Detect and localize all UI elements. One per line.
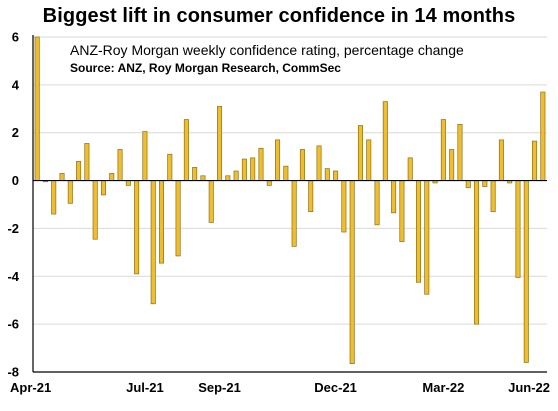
bar [449, 149, 455, 181]
y-tick-label: 6 [12, 30, 19, 45]
bar [299, 149, 305, 181]
bar [308, 180, 314, 213]
bar [275, 139, 281, 181]
bar [225, 175, 231, 181]
bar [142, 131, 148, 181]
bar [134, 180, 140, 275]
bar [349, 180, 355, 364]
bar [167, 153, 173, 181]
bar [498, 139, 504, 181]
bar [283, 165, 289, 181]
bar [192, 167, 198, 181]
bar [465, 180, 471, 189]
bar [374, 180, 380, 226]
bar [382, 101, 388, 181]
y-tick-label: -2 [7, 221, 19, 236]
bar [540, 91, 546, 181]
x-tick-label: Jul-21 [126, 380, 164, 395]
bar [117, 149, 123, 181]
bar [175, 180, 181, 257]
bar [532, 140, 538, 181]
chart-source: Source: ANZ, Roy Morgan Research, CommSe… [70, 61, 341, 75]
x-tick-label: Apr-21 [10, 380, 51, 395]
x-tick-label: Dec-21 [314, 380, 357, 395]
bar [474, 180, 480, 325]
bar [482, 180, 488, 187]
chart-title: Biggest lift in consumer confidence in 1… [42, 5, 516, 27]
bar [59, 173, 65, 181]
y-tick-label: 0 [12, 173, 19, 188]
bar [424, 180, 430, 295]
bar [233, 170, 239, 181]
bar [217, 106, 223, 181]
bar [183, 119, 189, 181]
bar [341, 180, 347, 233]
y-tick-label: -8 [7, 365, 19, 380]
chart-subtitle: ANZ-Roy Morgan weekly confidence rating,… [70, 42, 464, 58]
bar [399, 180, 405, 242]
y-tick-label: -6 [7, 317, 19, 332]
axes [32, 35, 547, 373]
bar [333, 170, 339, 181]
bar [150, 180, 156, 305]
bar [67, 180, 73, 204]
subtitle-background [66, 40, 446, 78]
bar [324, 168, 330, 181]
bar [490, 180, 496, 213]
bar [200, 175, 206, 181]
bar [440, 119, 446, 181]
bar [76, 161, 82, 181]
bar [250, 157, 256, 181]
bar [457, 123, 463, 181]
bar [291, 180, 297, 247]
bar [366, 139, 372, 181]
bar [357, 125, 363, 181]
bar [100, 180, 106, 196]
bar [84, 143, 90, 181]
bar [316, 145, 322, 181]
y-tick-label: -4 [7, 269, 19, 284]
bar [109, 173, 115, 181]
bars [34, 36, 546, 364]
bar [258, 147, 264, 181]
bar [515, 180, 521, 278]
x-tick-label: Jun-22 [508, 380, 550, 395]
bar [391, 180, 397, 214]
bar [523, 180, 529, 363]
bar [266, 180, 272, 186]
bar [51, 180, 57, 215]
bar [208, 180, 214, 223]
bar [241, 158, 247, 181]
bar [407, 157, 413, 181]
bar [125, 180, 131, 186]
y-tick-label: 2 [12, 125, 19, 140]
y-tick-label: 4 [12, 77, 20, 92]
x-tick-label: Mar-22 [422, 380, 464, 395]
bar [34, 36, 40, 181]
bar [158, 180, 164, 264]
bar [415, 180, 421, 283]
x-tick-label: Sep-21 [198, 380, 241, 395]
bar [92, 180, 98, 240]
gridlines [33, 36, 547, 373]
